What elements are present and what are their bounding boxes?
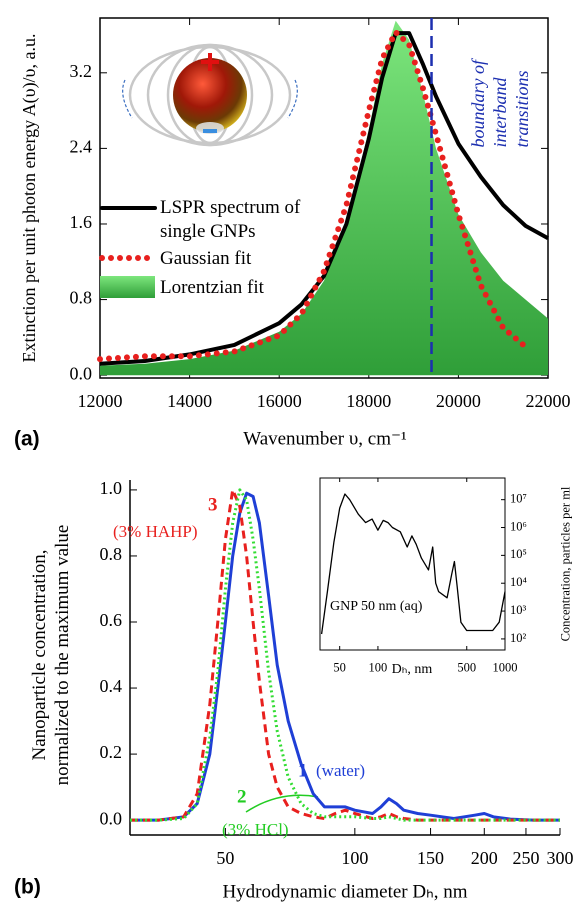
y-axis-label: Nanoparticle concentration, normalized t…	[29, 524, 73, 786]
x-tick-label: 12000	[78, 391, 123, 411]
line-series	[99, 31, 549, 366]
line-series	[320, 493, 506, 635]
x-tick-label: 20000	[436, 391, 481, 411]
plot-frame	[319, 477, 506, 651]
area	[100, 20, 548, 376]
y-tick-label: 0.4	[100, 676, 123, 696]
annotation: 2	[237, 786, 247, 807]
annotation: GNP 50 nm (aq)	[330, 599, 423, 614]
annotation: 3	[208, 494, 218, 515]
y-tick-label: 3.2	[70, 61, 93, 81]
x-axis-label: Wavenumber υ, cm⁻¹	[243, 428, 407, 449]
y-tick-label: 0.8	[70, 288, 93, 308]
y-tick-label: 0.0	[70, 363, 93, 383]
line-series	[130, 488, 560, 822]
y-tick-label: 2.4	[70, 137, 93, 157]
y-tick-label: 10⁷	[510, 492, 527, 506]
y-tick-label: 1.0	[100, 478, 123, 498]
legend-label: Lorentzian fit	[160, 277, 264, 298]
y-tick-label: 0.0	[100, 808, 123, 828]
line-series	[130, 488, 560, 822]
x-tick-label: 50	[216, 848, 234, 868]
y-tick-label: 0.8	[100, 544, 123, 564]
x-tick-label: 1000	[493, 660, 518, 674]
annotation: 1	[298, 760, 308, 781]
annotation-arrow	[245, 794, 319, 813]
legend-swatch	[100, 276, 155, 298]
x-tick-label: 50	[333, 660, 346, 674]
y-tick-label: 0.2	[100, 742, 123, 762]
y-tick-label: 1.6	[70, 212, 93, 232]
y-tick-label: 10⁵	[510, 547, 527, 561]
y-tick-label: 10⁶	[510, 519, 527, 533]
y-axis-label: Extinction per unit photon energy A(υ)/υ…	[19, 33, 40, 363]
x-axis-label: Hydrodynamic diameter Dₕ, nm	[222, 881, 467, 902]
x-tick-label: 300	[547, 848, 574, 868]
y-axis-label: Concentration, particles per ml	[558, 486, 573, 642]
line-series	[130, 491, 560, 822]
y-tick-label: 10³	[510, 603, 527, 617]
annotation: (3% HCl)	[222, 820, 289, 839]
legend-label: Gaussian fit	[160, 248, 252, 269]
boundary-label: boundary of interband transitions	[468, 60, 532, 148]
x-tick-label: 250	[512, 848, 539, 868]
x-tick-label: 200	[471, 848, 498, 868]
dipole-illustration	[120, 37, 300, 153]
x-tick-label: 18000	[346, 391, 391, 411]
panel-label: (b)	[14, 876, 41, 899]
x-tick-label: 16000	[257, 391, 302, 411]
x-tick-label: 22000	[526, 391, 571, 411]
x-tick-label: 100	[369, 660, 388, 674]
x-tick-label: 14000	[167, 391, 212, 411]
annotation: (water)	[316, 761, 365, 780]
x-tick-label: 100	[341, 848, 368, 868]
line-series	[97, 29, 529, 363]
annotation: (3% HAHP)	[113, 522, 198, 541]
x-axis-label: Dₕ, nm	[392, 662, 433, 677]
legend-label: LSPR spectrum of single GNPs	[160, 197, 301, 242]
x-tick-label: 500	[457, 660, 476, 674]
y-tick-label: 10²	[510, 631, 527, 645]
x-tick-label: 150	[417, 848, 444, 868]
y-tick-label: 0.6	[100, 610, 123, 630]
y-tick-label: 10⁴	[510, 575, 527, 589]
plot-frame	[99, 17, 549, 379]
panel-label: (a)	[14, 428, 40, 451]
